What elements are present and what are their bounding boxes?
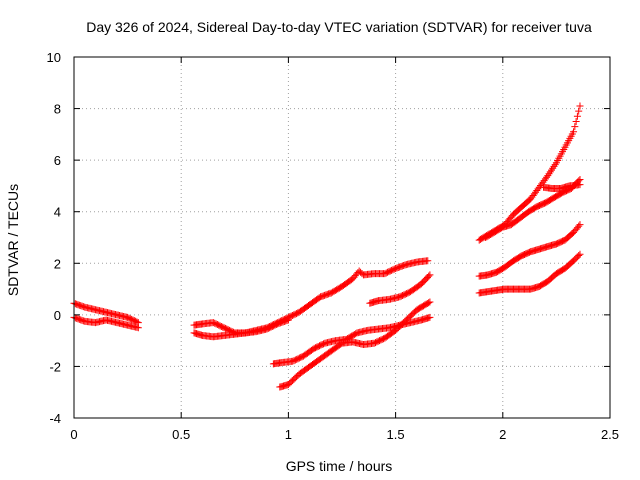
data-point (572, 117, 580, 125)
data-point (575, 252, 583, 260)
x-tick-label: 0 (70, 427, 77, 442)
data-point (575, 107, 583, 115)
x-tick-label: 2.5 (601, 427, 619, 442)
y-tick-label: 8 (54, 102, 61, 117)
y-tick-label: 6 (54, 153, 61, 168)
data-point (425, 272, 433, 280)
series-arc-d1 (475, 102, 584, 244)
data-point (424, 257, 432, 265)
x-tick-label: 2 (499, 427, 506, 442)
data-point (426, 313, 434, 321)
data-point (284, 316, 292, 324)
series-arc-c2 (276, 298, 434, 391)
data-point (576, 181, 584, 189)
grid-lines (74, 57, 610, 418)
y-tick-label: 2 (54, 256, 61, 271)
data-point (134, 324, 142, 332)
y-tick-label: 10 (47, 50, 61, 65)
x-axis-label: GPS time / hours (286, 458, 393, 474)
series-arc-c3 (366, 271, 434, 307)
series-arc-b2 (190, 316, 292, 341)
y-axis-label: SDTVAR / TECUs (5, 184, 21, 296)
data-point (573, 112, 581, 120)
y-tick-label: -4 (49, 411, 61, 426)
data-point (570, 128, 578, 136)
chart-title: Day 326 of 2024, Sidereal Day-to-day VTE… (86, 19, 592, 35)
data-point (575, 222, 583, 230)
data-point (576, 221, 584, 229)
x-tick-label: 1 (285, 427, 292, 442)
plot-frame (73, 56, 611, 419)
data-point (426, 298, 434, 306)
series-arc-a1 (70, 299, 142, 327)
data-point (571, 123, 579, 131)
x-tick-label: 0.5 (172, 427, 190, 442)
axis-ticks: 0 0.5 1 1.5 2 2.5 -4 -2 0 2 4 6 8 10 (47, 50, 620, 442)
x-tick-label: 1.5 (387, 427, 405, 442)
data-point (576, 102, 584, 110)
data-point (576, 250, 584, 258)
y-tick-label: -2 (49, 359, 61, 374)
series-arc-a2 (70, 313, 142, 332)
y-tick-label: 0 (54, 308, 61, 323)
y-tick-label: 4 (54, 205, 61, 220)
data-point (426, 271, 434, 279)
data-point (425, 299, 433, 307)
data-marks (70, 102, 584, 391)
series-arc-e1 (475, 221, 584, 280)
series-arc-e2 (475, 250, 584, 297)
series-arc-d3 (540, 181, 584, 193)
